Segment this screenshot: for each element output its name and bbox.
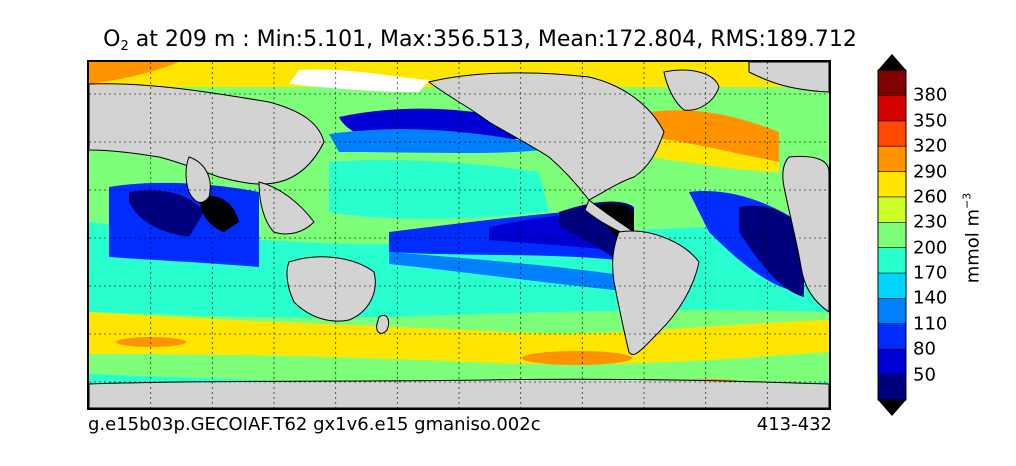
north-atlantic-yellow <box>649 137 779 172</box>
colorbar-tick-label: 140 <box>913 287 948 309</box>
colorbar-tick-label: 200 <box>913 237 948 259</box>
land-south-america <box>612 230 700 355</box>
ocean-oxygen-map <box>87 60 831 410</box>
colorbar-unit: mmol m−3 <box>961 193 984 284</box>
land-southeast-asia <box>258 181 315 235</box>
colorbar-under-arrow <box>878 400 906 416</box>
colorbar-tick-label: 80 <box>913 338 936 360</box>
land-africa <box>782 155 829 313</box>
plot-title: O2 at 209 m : Min:5.101, Max:356.513, Me… <box>0 27 960 54</box>
year-range-label: 413-432 <box>756 414 832 435</box>
colorbar-tick-label: 260 <box>913 186 948 208</box>
colorbar-over-arrow <box>878 54 906 70</box>
colorbar-tick-label: 50 <box>913 364 936 386</box>
colorbar-tick-label: 320 <box>913 135 948 157</box>
colorbar-tick-label: 110 <box>913 313 948 335</box>
arabian-sea-dark <box>129 190 204 237</box>
unit-exponent: −3 <box>960 192 974 209</box>
colorbar-segment <box>878 146 906 173</box>
colorbar-tick-label: 170 <box>913 262 948 284</box>
run-id-label: g.e15b03p.GECOIAF.T62 gx1v6.e15 gmaniso.… <box>88 414 541 435</box>
colorbar-tick-label: 380 <box>913 84 948 106</box>
colorbar-segment <box>878 374 906 401</box>
colorbar-segment <box>878 70 906 96</box>
north-pacific-light-blue <box>329 129 557 153</box>
colorbar-segment <box>878 120 906 147</box>
orange-patch-south-atlantic <box>522 351 632 365</box>
land-asia-west <box>89 83 325 185</box>
bay-of-bengal-dark <box>199 195 239 232</box>
colorbar-tick-label: 290 <box>913 161 948 183</box>
land-new-zealand <box>376 315 390 334</box>
colorbar-segment <box>878 298 906 325</box>
colorbar-segment <box>878 222 906 249</box>
land-india <box>185 156 211 203</box>
title-variable: O <box>103 27 121 52</box>
title-stats: at 209 m : Min:5.101, Max:356.513, Mean:… <box>128 27 857 52</box>
land-greenland <box>663 69 720 111</box>
north-pacific-cyan <box>329 160 549 219</box>
unit-base: mmol m <box>962 208 984 284</box>
map-canvas <box>89 62 829 408</box>
colorbar-tick-label: 230 <box>913 211 948 233</box>
colorbar-segment <box>878 95 906 122</box>
north-atlantic-orange <box>649 110 779 162</box>
land-north-america <box>427 72 665 201</box>
south-pacific-blue-tongue <box>389 252 634 292</box>
land-europe-asia-north <box>748 62 829 93</box>
colorbar-segment <box>878 349 906 376</box>
colorbar <box>877 54 907 416</box>
colorbar-tick-label: 350 <box>913 110 948 132</box>
graticule <box>89 62 829 408</box>
east-atlantic-dark <box>739 205 804 297</box>
arctic-orange <box>89 62 179 84</box>
land-australia <box>286 256 376 322</box>
colorbar-frame <box>877 69 907 401</box>
colorbar-segment <box>878 247 906 274</box>
title-subscript: 2 <box>120 39 129 54</box>
colorbar-segment <box>878 323 906 350</box>
colorbar-segment <box>878 171 906 198</box>
colorbar-segment <box>878 273 906 299</box>
arctic-ice <box>289 69 429 92</box>
colorbar-segment <box>878 196 906 223</box>
